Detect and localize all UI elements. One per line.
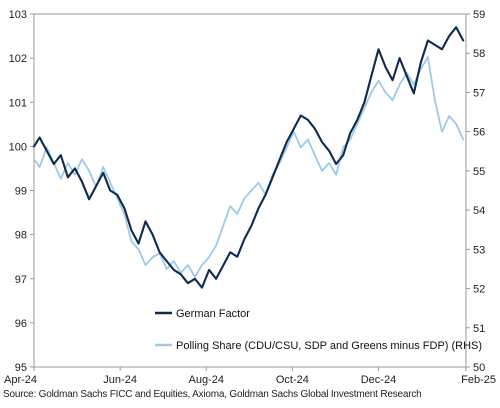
- right-tick-label: 54: [473, 205, 485, 217]
- left-tick-label: 95: [15, 362, 27, 374]
- left-y-axis: 95 96 97 98 99 100 101 102 103: [9, 9, 34, 374]
- left-tick-label: 102: [9, 53, 27, 65]
- legend-label: German Factor: [176, 308, 250, 320]
- left-tick-label: 103: [9, 9, 27, 21]
- left-tick-label: 99: [15, 186, 27, 198]
- x-tick-label: Aug-24: [188, 374, 223, 386]
- right-tick-label: 50: [473, 362, 485, 374]
- x-tick-label: Dec-24: [361, 374, 396, 386]
- left-tick-label: 100: [9, 141, 27, 153]
- legend-item-polling-share: Polling Share (CDU/CSU, SDP and Greens m…: [155, 340, 482, 352]
- right-tick-label: 51: [473, 323, 485, 335]
- x-tick-label: Feb-25: [461, 374, 496, 386]
- x-tick-label: Apr-24: [4, 374, 37, 386]
- legend-label: Polling Share (CDU/CSU, SDP and Greens m…: [176, 340, 482, 352]
- x-axis: Apr-24 Jun-24 Aug-24 Oct-24 Dec-24 Feb-25: [4, 367, 496, 386]
- right-y-axis: 50 51 52 53 54 55 56 57 58 59: [466, 9, 485, 374]
- legend: German Factor Polling Share (CDU/CSU, SDP…: [155, 308, 482, 352]
- right-tick-label: 53: [473, 244, 485, 256]
- right-tick-label: 55: [473, 166, 485, 178]
- legend-item-german-factor: German Factor: [155, 308, 250, 320]
- x-tick-label: Jun-24: [103, 374, 137, 386]
- right-tick-label: 56: [473, 127, 485, 139]
- left-tick-label: 101: [9, 97, 27, 109]
- right-tick-label: 57: [473, 87, 485, 99]
- x-tick-label: Oct-24: [276, 374, 309, 386]
- right-tick-label: 52: [473, 284, 485, 296]
- plot-frame: [33, 13, 467, 368]
- left-tick-label: 96: [15, 318, 27, 330]
- right-tick-label: 58: [473, 48, 485, 60]
- polling-share-line: [33, 56, 465, 278]
- series-layer: [32, 26, 465, 289]
- source-note: Source: Goldman Sachs FICC and Equities,…: [3, 389, 422, 400]
- german-factor-line: [32, 26, 465, 289]
- plot-area: [33, 13, 467, 368]
- left-tick-label: 98: [15, 230, 27, 242]
- left-tick-label: 97: [15, 274, 27, 286]
- right-tick-label: 59: [473, 9, 485, 21]
